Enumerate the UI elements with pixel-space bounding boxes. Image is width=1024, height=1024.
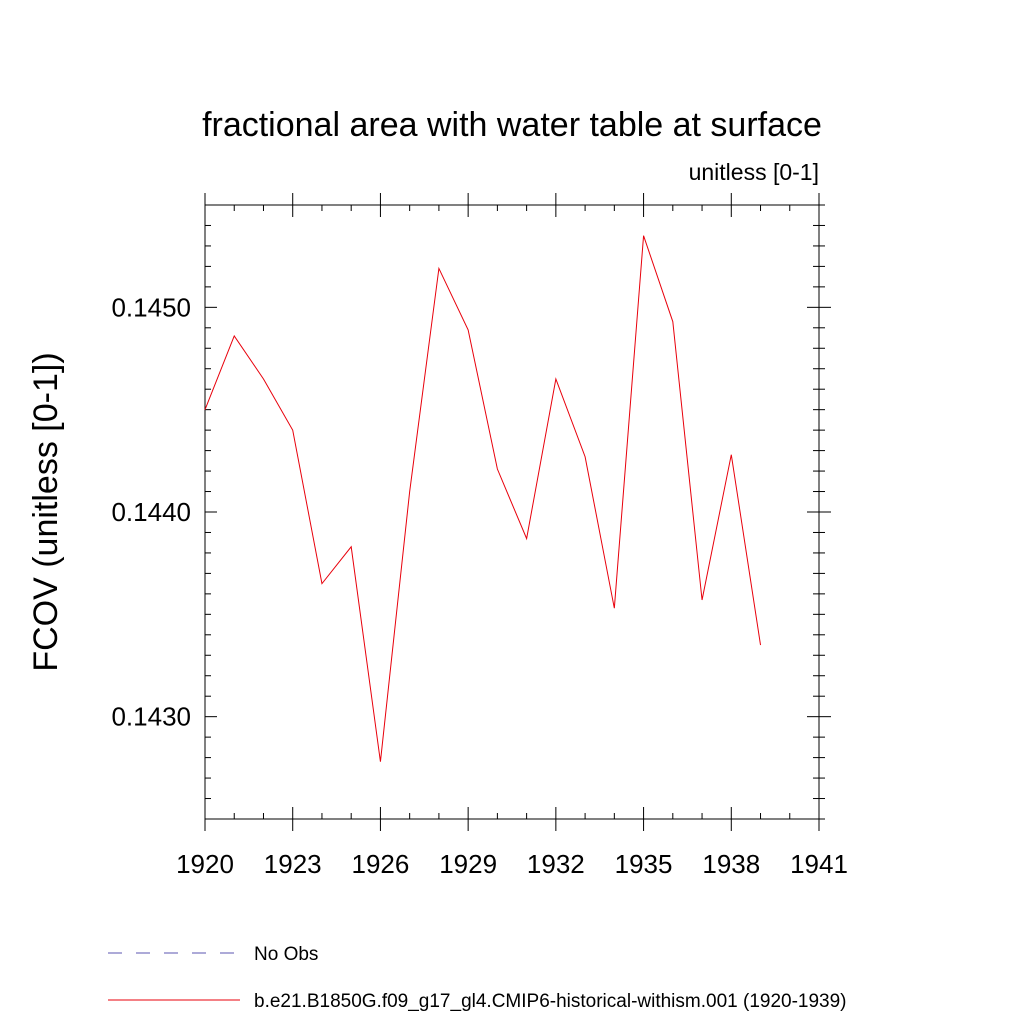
x-tick-label: 1926 (352, 849, 410, 879)
x-axis-ticks: 1920 1923 1926 1929 1932 1935 1938 1941 (176, 193, 848, 879)
data-point (555, 378, 556, 379)
units-label: unitless [0-1] (689, 159, 819, 185)
series-group (204, 235, 762, 762)
x-tick-label: 1923 (264, 849, 322, 879)
plot-frame (204, 204, 820, 820)
legend-label-no-obs: No Obs (254, 944, 318, 965)
x-tick-label: 1935 (615, 849, 673, 879)
x-tick-label: 1941 (790, 849, 848, 879)
data-point (351, 546, 352, 547)
x-tick-label: 1938 (702, 849, 760, 879)
data-point (321, 583, 322, 584)
data-point (760, 644, 761, 645)
data-point (380, 761, 381, 762)
data-point (584, 456, 585, 457)
chart-title: fractional area with water table at surf… (202, 106, 822, 144)
y-tick-label: 0.1450 (111, 292, 191, 322)
data-point (497, 468, 498, 469)
y-tick-label: 0.1440 (111, 497, 191, 527)
y-tick-label: 0.1430 (111, 702, 191, 732)
y-axis-label: FCOV (unitless [0-1]) (27, 352, 65, 671)
data-point (263, 378, 264, 379)
legend-label-model-run: b.e21.B1850G.f09_g17_gl4.CMIP6-historica… (254, 991, 847, 1012)
x-tick-label: 1920 (176, 849, 234, 879)
data-point (409, 491, 410, 492)
data-point (468, 329, 469, 330)
data-point (292, 430, 293, 431)
series-line-0 (204, 235, 762, 762)
data-point (643, 235, 644, 236)
legend: No Obs b.e21.B1850G.f09_g17_gl4.CMIP6-hi… (108, 944, 847, 1012)
data-point (731, 454, 732, 455)
data-point (234, 335, 235, 336)
x-tick-label: 1932 (527, 849, 585, 879)
y-axis-ticks: 0.1430 0.1440 0.1450 (111, 204, 831, 820)
data-point (701, 599, 702, 600)
data-point (526, 538, 527, 539)
data-point (672, 321, 673, 322)
data-point (438, 268, 439, 269)
data-point (204, 409, 205, 410)
x-tick-label: 1929 (439, 849, 497, 879)
data-point (614, 608, 615, 609)
